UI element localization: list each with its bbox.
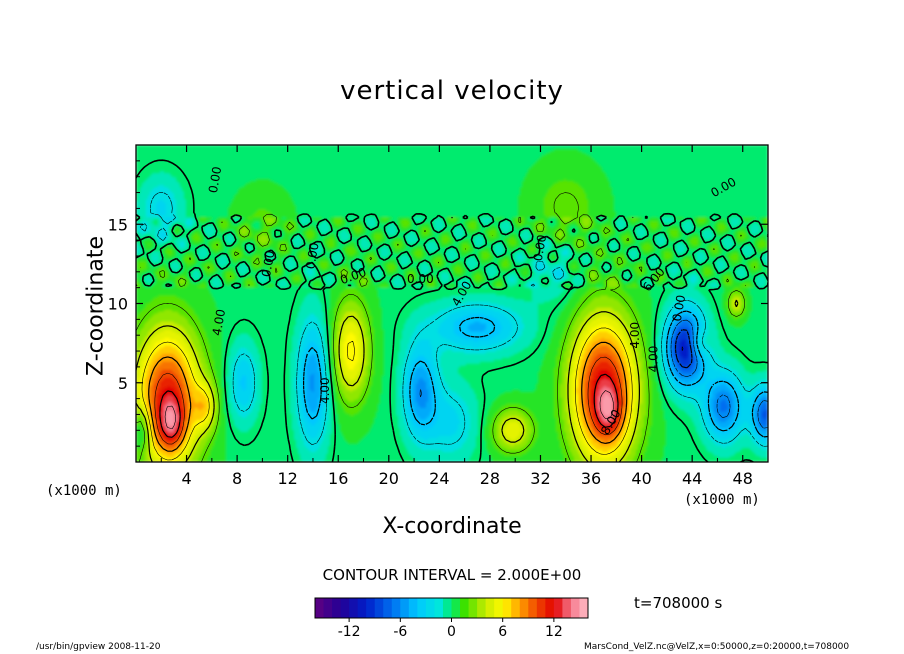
x-tick-label: 4 xyxy=(181,469,191,488)
colorbar-segment xyxy=(434,598,444,618)
contour-line xyxy=(136,159,768,462)
colorbar-segment xyxy=(502,598,512,618)
colorbar-segment xyxy=(570,598,580,618)
contour-label: 0.00 xyxy=(303,241,321,270)
contour-label: 0.00 xyxy=(259,249,277,278)
chart-title: vertical velocity xyxy=(340,76,564,106)
contour-line xyxy=(141,327,633,461)
colorbar-segment xyxy=(519,598,529,618)
colorbar-segment xyxy=(417,598,427,618)
x-tick-label: 28 xyxy=(480,469,500,488)
velocity-field xyxy=(136,145,768,462)
x-axis-label: X-coordinate xyxy=(382,514,522,539)
contour-line xyxy=(303,310,768,438)
colorbar-segment xyxy=(545,598,555,618)
colorbar-segment xyxy=(391,598,401,618)
y-tick-label: 10 xyxy=(108,295,128,314)
contour-line xyxy=(164,390,614,430)
colorbar-segment xyxy=(349,598,359,618)
time-label: t=708000 s xyxy=(634,594,723,612)
x-tick-label: 16 xyxy=(328,469,348,488)
contour-line xyxy=(154,356,623,445)
colorbar-segment xyxy=(442,598,452,618)
colorbar-segment xyxy=(477,598,487,618)
colorbar-tick-label: 6 xyxy=(498,624,507,640)
y-tick-label: 15 xyxy=(108,215,128,234)
colorbar-segment xyxy=(374,598,384,618)
colorbar-tick-label: 12 xyxy=(545,624,563,640)
colorbar-segment xyxy=(511,598,521,618)
contour-label: 4.00 xyxy=(210,308,228,337)
footer-left: /usr/bin/gpview 2008-11-20 xyxy=(36,642,161,652)
contour-label: 0.00 xyxy=(708,175,738,200)
contour-line xyxy=(148,341,628,452)
y-axis-unit: (x1000 m) xyxy=(46,483,122,499)
colorbar-tick-label: -12 xyxy=(338,624,361,640)
contour-line xyxy=(674,329,693,369)
x-axis-unit: (x1000 m) xyxy=(684,492,760,508)
colorbar-segment xyxy=(315,598,325,618)
colorbar-segment xyxy=(485,598,495,618)
contour-line xyxy=(681,346,684,351)
contour-label: 0.00 xyxy=(206,165,224,194)
contour-interval-label: CONTOUR INTERVAL = 2.000E+00 xyxy=(322,566,582,584)
contour-line xyxy=(419,319,768,429)
contour-label: 6.00 xyxy=(640,265,668,294)
x-tick-label: 44 xyxy=(682,469,702,488)
x-tick-label: 12 xyxy=(278,469,298,488)
colorbar-segment xyxy=(536,598,546,618)
x-tick-label: 8 xyxy=(232,469,242,488)
contour-label: 8.00 xyxy=(598,407,623,437)
x-tick-label: 48 xyxy=(733,469,753,488)
plot-area: 0.00 0.00 0.00 0.00 0.00 0.00 0.00 0.00 4.00 4.00… xyxy=(136,145,768,462)
colorbar-segment xyxy=(366,598,376,618)
colorbar-segment xyxy=(357,598,367,618)
contour-lines xyxy=(136,159,768,462)
contour-label: 4.00 xyxy=(647,346,661,373)
y-tick-label: 5 xyxy=(118,374,128,393)
colorbar-segment xyxy=(408,598,418,618)
colorbar-segment xyxy=(562,598,572,618)
colorbar-segment xyxy=(460,598,470,618)
x-tick-label: 20 xyxy=(379,469,399,488)
x-tick-label: 40 xyxy=(631,469,651,488)
contour-label: 0.00 xyxy=(670,294,688,323)
contour-line xyxy=(139,192,768,447)
colorbar-tick-label: 0 xyxy=(447,624,456,640)
contour-line xyxy=(136,192,768,462)
colorbar-segment xyxy=(494,598,504,618)
x-tick-label: 32 xyxy=(530,469,550,488)
contour-labels: 0.00 0.00 0.00 0.00 0.00 0.00 0.00 0.00 4.00 4.00… xyxy=(206,165,739,437)
colorbar-segment xyxy=(451,598,461,618)
x-tick-label: 36 xyxy=(581,469,601,488)
contour-label: 4.00 xyxy=(628,322,642,349)
footer-right: MarsCond_VelZ.nc@VelZ,x=0:50000,z=0:2000… xyxy=(584,642,850,652)
colorbar-tick-label: -6 xyxy=(393,624,407,640)
contour-line xyxy=(159,373,619,438)
contour-label: 0.00 xyxy=(407,272,434,286)
y-axis-label: Z-coordinate xyxy=(83,236,109,376)
colorbar-frame xyxy=(314,597,589,619)
colorbar-segment xyxy=(323,598,333,618)
colorbar-segment xyxy=(383,598,393,618)
contour-label: 0.00 xyxy=(338,265,368,287)
colorbar-segment xyxy=(468,598,478,618)
contour-label: 4.00 xyxy=(449,279,474,309)
colorbar-segment xyxy=(528,598,538,618)
colorbar: -12 -6 0 6 12 xyxy=(314,597,589,640)
contour-label: 0.00 xyxy=(531,234,549,263)
colorbar-segment xyxy=(340,598,350,618)
colorbar-segment xyxy=(400,598,410,618)
plot-frame xyxy=(135,144,769,463)
colorbar-segment xyxy=(579,598,589,618)
colorbar-segment xyxy=(425,598,435,618)
x-tick-label: 24 xyxy=(429,469,449,488)
colorbar-segment xyxy=(332,598,342,618)
contour-label: 4.00 xyxy=(318,377,332,404)
contour-line xyxy=(136,299,739,462)
colorbar-segment xyxy=(553,598,563,618)
